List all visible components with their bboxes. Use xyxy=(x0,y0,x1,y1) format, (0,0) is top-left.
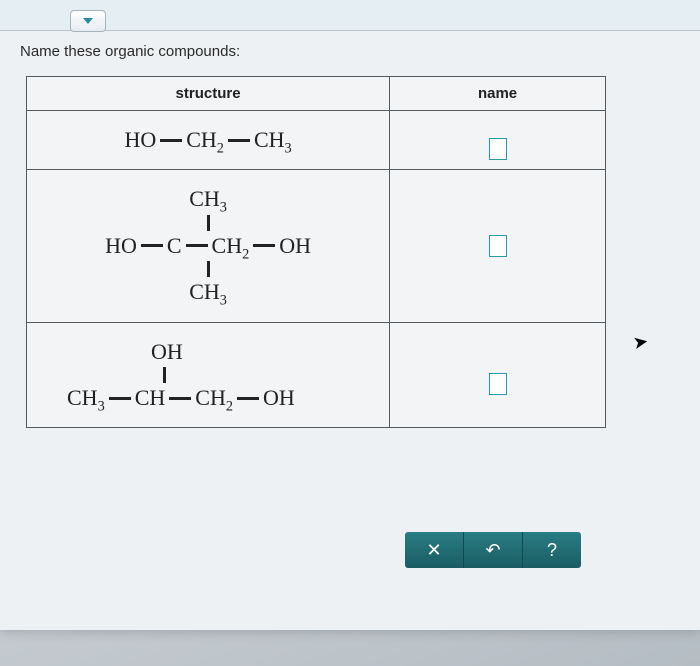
bond-icon xyxy=(163,367,166,383)
name-cell xyxy=(390,322,606,428)
undo-icon: ↶ xyxy=(485,540,500,561)
bond-icon xyxy=(109,397,131,400)
bond-icon xyxy=(253,244,275,247)
col-header-name: name xyxy=(390,77,606,111)
answer-input[interactable] xyxy=(489,373,507,395)
tab-dropdown[interactable] xyxy=(70,10,106,32)
table-row: CH3 HO C CH2 OH xyxy=(27,170,606,322)
structure-cell: HO CH2 CH3 xyxy=(27,111,390,170)
prompt-text: Name these organic compounds: xyxy=(20,43,684,60)
bond-icon xyxy=(207,215,210,231)
structure-cell: OH CH3 CH CH2 OH xyxy=(27,322,390,428)
clear-button[interactable]: ✕ xyxy=(405,532,464,568)
help-icon: ? xyxy=(547,540,557,561)
help-button[interactable]: ? xyxy=(523,532,581,568)
bond-icon xyxy=(237,397,259,400)
structure-cell: CH3 HO C CH2 OH xyxy=(27,170,390,322)
content-area: Name these organic compounds: structure … xyxy=(0,31,700,440)
close-icon: ✕ xyxy=(426,540,441,561)
bond-icon xyxy=(228,139,250,142)
table-row: OH CH3 CH CH2 OH xyxy=(27,322,606,428)
name-cell xyxy=(390,170,606,322)
bond-icon xyxy=(207,261,210,277)
bond-icon xyxy=(141,244,163,247)
tab-strip xyxy=(0,0,700,31)
chevron-down-icon xyxy=(82,17,94,25)
name-cell xyxy=(390,111,606,170)
answer-toolbar: ✕ ↶ ? xyxy=(405,532,581,568)
table-row: HO CH2 CH3 xyxy=(27,111,606,170)
col-header-structure: structure xyxy=(27,77,390,111)
bond-icon xyxy=(160,139,182,142)
compound-table: structure name HO CH2 CH3 xyxy=(26,76,606,428)
worksheet-page: Name these organic compounds: structure … xyxy=(0,0,700,630)
undo-button[interactable]: ↶ xyxy=(464,532,523,568)
bond-icon xyxy=(169,397,191,400)
answer-input[interactable] xyxy=(489,138,507,160)
bond-icon xyxy=(186,244,208,247)
answer-input[interactable] xyxy=(489,235,507,257)
